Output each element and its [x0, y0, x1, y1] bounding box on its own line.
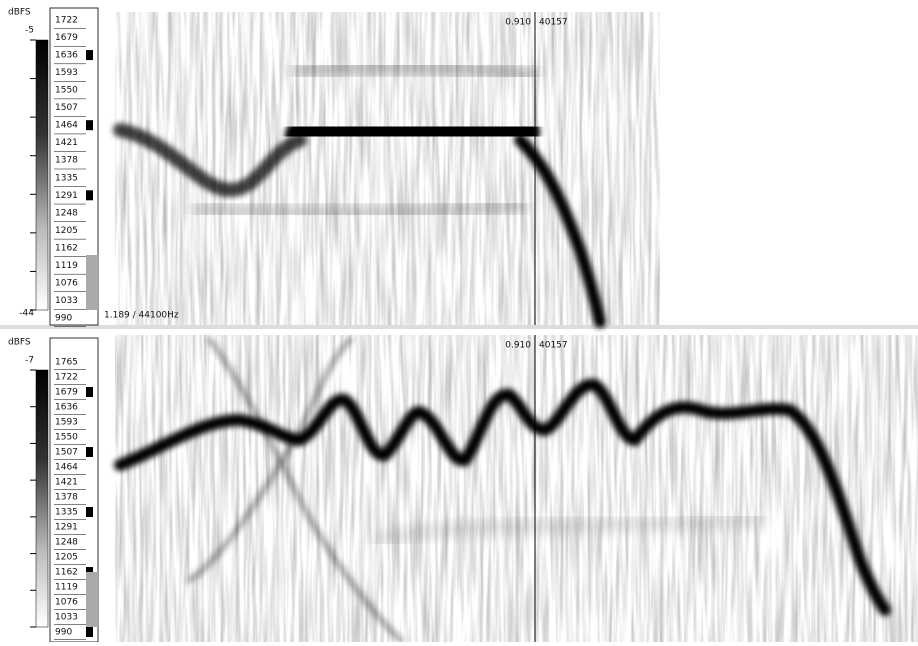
frequency-label: 1593	[55, 418, 78, 428]
frequency-label: 1550	[55, 433, 78, 443]
cursor-time: 0.910	[505, 18, 531, 28]
cursor-frame: 40157	[539, 341, 568, 351]
scale-max: -5	[25, 26, 34, 36]
frequency-label: 1464	[55, 121, 78, 131]
scale-unit: dBFS	[8, 338, 31, 348]
frequency-label: 1378	[55, 493, 78, 503]
range-marker	[86, 255, 98, 310]
frequency-label: 1507	[55, 448, 78, 458]
note-marker	[86, 627, 93, 637]
frequency-label: 1593	[55, 68, 78, 78]
frequency-label: 1679	[55, 33, 78, 43]
frequency-label: 990	[55, 628, 72, 638]
frequency-label: 1291	[55, 523, 78, 533]
frequency-label: 1205	[55, 553, 78, 563]
frequency-label: 1291	[55, 191, 78, 201]
frequency-label: 1335	[55, 508, 78, 518]
frequency-label: 990	[55, 314, 72, 324]
frequency-label: 1076	[55, 598, 78, 608]
frequency-label: 1033	[55, 613, 78, 623]
note-marker	[86, 50, 93, 60]
frequency-label: 1119	[55, 261, 78, 271]
frequency-label: 1205	[55, 226, 78, 236]
note-marker	[86, 447, 93, 457]
frequency-label: 1248	[55, 538, 78, 548]
frequency-label: 1162	[55, 568, 78, 578]
cursor-frame: 40157	[539, 18, 568, 28]
info-label: 1.189 / 44100Hz	[104, 311, 179, 321]
frequency-label: 1507	[55, 103, 78, 113]
colour-bar	[36, 40, 48, 310]
frequency-label: 1378	[55, 156, 78, 166]
spectral-track	[300, 128, 525, 135]
frequency-label: 1421	[55, 478, 78, 488]
note-marker	[86, 190, 93, 200]
scale-max: -7	[25, 356, 34, 366]
cursor-time: 0.910	[505, 341, 531, 351]
frequency-label: 1421	[55, 138, 78, 148]
frequency-label: 1765	[55, 358, 78, 368]
note-marker	[86, 507, 93, 517]
frequency-label: 1162	[55, 243, 78, 253]
note-marker	[86, 120, 93, 130]
frequency-label: 1550	[55, 86, 78, 96]
frequency-label: 1248	[55, 208, 78, 218]
frequency-label: 1722	[55, 16, 78, 26]
page: 0.910401571.189 / 44100HzdBFS-5-44172216…	[0, 0, 918, 642]
colour-bar	[36, 370, 48, 627]
frequency-label: 1033	[55, 296, 78, 306]
frequency-label: 1636	[55, 51, 78, 61]
spectral-track	[200, 205, 520, 213]
pane: 0.910 40157 dBFS -7 1765 1722 1679 1636 1593 1550…	[0, 330, 918, 642]
range-marker	[86, 572, 98, 627]
frequency-label: 1722	[55, 373, 78, 383]
frequency-label: 1335	[55, 173, 78, 183]
frequency-label: 1636	[55, 403, 78, 413]
frequency-label: 1679	[55, 388, 78, 398]
spectrogram-window: 0.910401571.189 / 44100HzdBFS-5-44172216…	[0, 0, 918, 642]
note-marker	[86, 387, 93, 397]
frequency-label: 1119	[55, 583, 78, 593]
frequency-label: 1076	[55, 278, 78, 288]
spectral-track	[300, 67, 530, 75]
frequency-label: 1464	[55, 463, 78, 473]
scale-unit: dBFS	[8, 8, 31, 18]
